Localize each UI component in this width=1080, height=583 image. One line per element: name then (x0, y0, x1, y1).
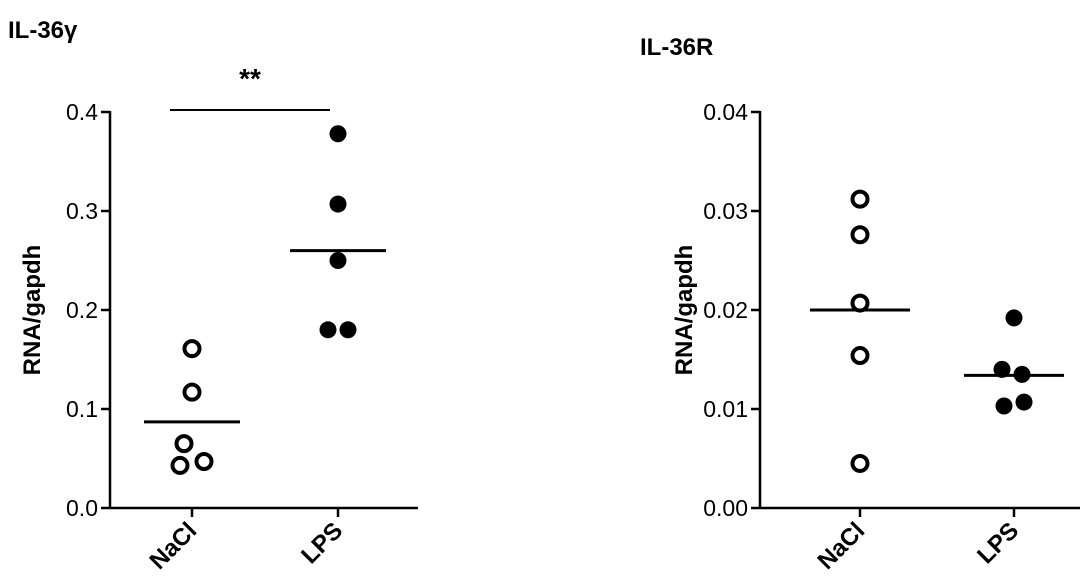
y-tick-label: 0.04 (703, 99, 748, 125)
data-point-lps (329, 195, 347, 213)
chart-title: IL-36R (640, 34, 713, 61)
y-tick-label: 0.02 (703, 297, 748, 323)
y-tick-label: 0.00 (703, 495, 748, 521)
significance-label: ** (239, 63, 261, 94)
x-tick-label: NaCl (812, 517, 870, 575)
y-tick-label: 0.1 (66, 396, 98, 422)
y-tick-label: 0.01 (703, 396, 748, 422)
y-tick-label: 0.0 (66, 495, 98, 521)
x-tick-label: LPS (296, 517, 348, 569)
data-point-lps (339, 321, 357, 339)
data-point-lps (329, 125, 347, 143)
y-tick-label: 0.3 (66, 198, 98, 224)
data-point-nacl (850, 225, 870, 245)
data-point-lps (993, 360, 1011, 378)
data-point-lps (995, 397, 1013, 415)
y-axis-label: RNA/gapdh (671, 245, 698, 376)
chart-title: IL-36γ (8, 17, 78, 44)
data-point-lps (1005, 309, 1023, 327)
data-point-nacl (194, 451, 214, 471)
data-point-nacl (850, 189, 870, 209)
data-point-nacl (850, 293, 870, 313)
data-point-nacl (850, 346, 870, 366)
data-point-nacl (182, 382, 202, 402)
data-point-nacl (182, 339, 202, 359)
x-tick-label: NaCl (144, 517, 202, 575)
data-point-nacl (174, 434, 194, 454)
data-point-lps (329, 252, 347, 269)
y-tick-label: 0.2 (66, 297, 98, 323)
data-point-lps (319, 321, 337, 339)
x-tick-label: LPS (972, 517, 1024, 569)
y-tick-label: 0.4 (66, 99, 98, 125)
y-tick-label: 0.03 (703, 198, 748, 224)
data-point-lps (1015, 393, 1033, 411)
data-point-nacl (850, 453, 870, 473)
data-point-nacl (170, 455, 190, 475)
y-axis-label: RNA/gapdh (19, 245, 46, 376)
